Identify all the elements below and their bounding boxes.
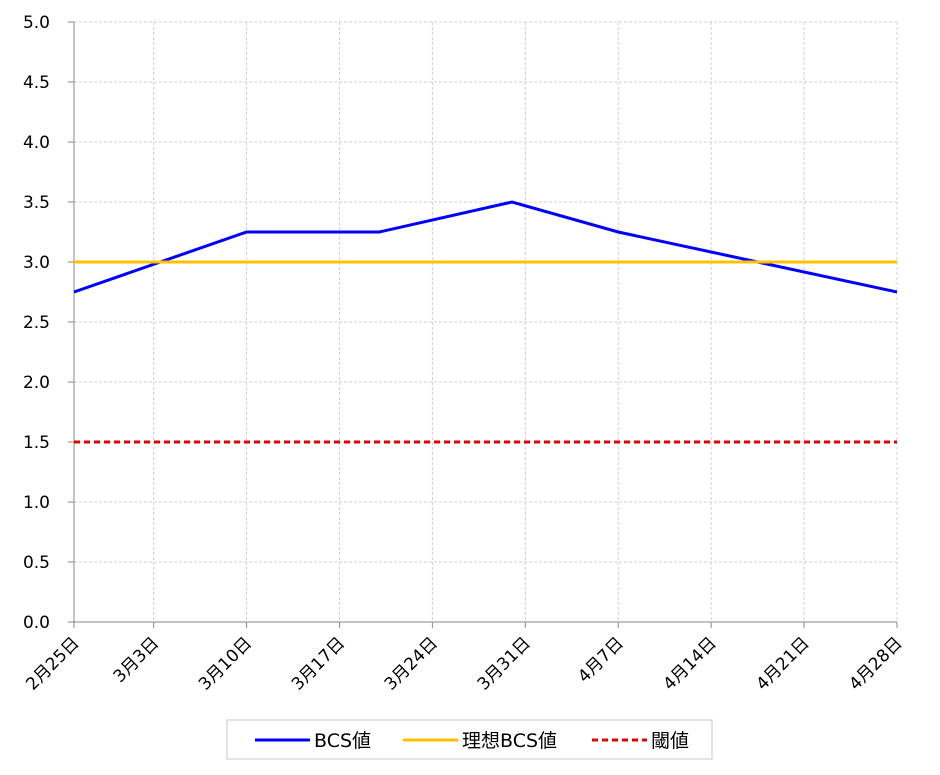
x-tick-label: 2月25日 [22, 633, 83, 694]
y-tick-label: 0.0 [23, 613, 50, 633]
x-tick-label: 3月3日 [110, 633, 163, 686]
y-tick-label: 0.5 [23, 553, 50, 573]
x-tick-label: 3月17日 [288, 633, 349, 694]
legend-label: BCS値 [314, 730, 371, 752]
x-tick-label: 4月14日 [660, 633, 721, 694]
y-tick-label: 4.5 [23, 73, 50, 93]
x-tick-label: 4月28日 [845, 633, 906, 694]
x-tick-label: 3月31日 [474, 633, 535, 694]
legend-label: 理想BCS値 [462, 730, 557, 752]
x-tick-label: 3月24日 [381, 633, 442, 694]
y-tick-label: 2.5 [23, 313, 50, 333]
y-tick-label: 3.0 [23, 253, 50, 273]
y-tick-label: 2.0 [23, 373, 50, 393]
x-tick-label: 3月10日 [195, 633, 256, 694]
y-tick-label: 5.0 [23, 13, 50, 33]
y-tick-label: 1.0 [23, 493, 50, 513]
y-tick-label: 3.5 [23, 193, 50, 213]
x-tick-label: 4月21日 [752, 633, 813, 694]
x-tick-label: 4月7日 [574, 633, 627, 686]
y-tick-label: 4.0 [23, 133, 50, 153]
series-line [73, 200, 898, 294]
legend-label: 閾値 [651, 730, 689, 752]
y-tick-label: 1.5 [23, 433, 50, 453]
